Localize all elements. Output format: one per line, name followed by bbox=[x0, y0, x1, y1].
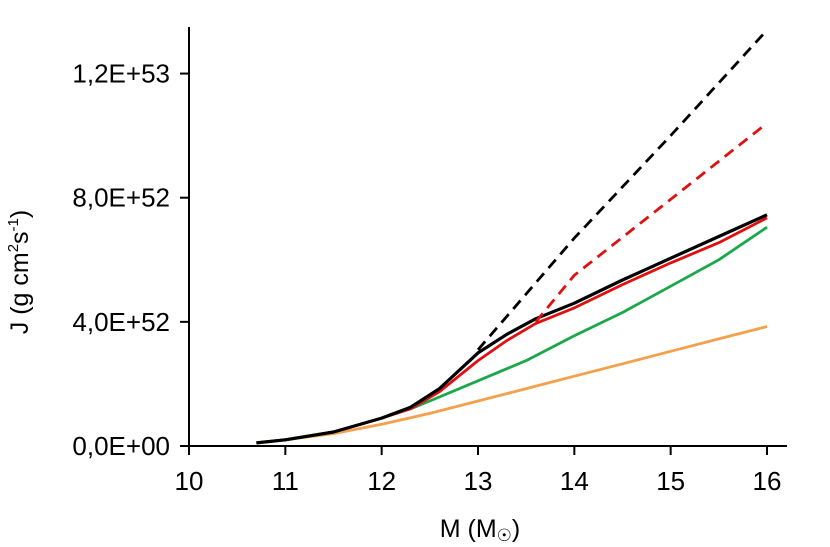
x-tick-label: 13 bbox=[464, 466, 493, 496]
y-axis-title-close: ) bbox=[6, 210, 34, 218]
x-tick-label: 10 bbox=[175, 466, 204, 496]
y-tick-label: 8,0E+52 bbox=[72, 183, 170, 213]
x-axis-title-symbol: ☉ bbox=[497, 526, 512, 545]
x-axis-title-main: M (M bbox=[440, 515, 497, 543]
y-axis-title-sup1: 2 bbox=[5, 244, 22, 252]
x-axis-title: M (M☉) bbox=[440, 515, 521, 545]
y-tick-label: 4,0E+52 bbox=[72, 307, 170, 337]
series-layer bbox=[256, 29, 769, 445]
axes bbox=[180, 27, 787, 455]
series-line-2 bbox=[256, 226, 768, 445]
x-tick-label: 15 bbox=[656, 466, 685, 496]
x-tick-label: 16 bbox=[753, 466, 782, 496]
y-axis-title-main: J (g cm bbox=[6, 252, 34, 334]
series-line-4 bbox=[256, 213, 768, 445]
y-tick-label: 1,2E+53 bbox=[72, 59, 170, 89]
series-line-5 bbox=[534, 122, 768, 323]
x-axis-title-close: ) bbox=[512, 515, 520, 543]
x-tick-label: 12 bbox=[367, 466, 396, 496]
y-tick-label: 0,0E+00 bbox=[72, 431, 170, 461]
y-axis-title: J (g cm2s-1) bbox=[5, 210, 34, 334]
series-line-6 bbox=[476, 29, 769, 351]
y-axis-title-sup2: -1 bbox=[5, 218, 22, 231]
y-axis-title-mid: s bbox=[6, 231, 34, 244]
x-tick-label: 14 bbox=[560, 466, 589, 496]
x-tick-label: 11 bbox=[272, 466, 299, 496]
series-line-1 bbox=[256, 325, 768, 445]
tick-labels: 10 11 12 13 14 15 16 0,0E+00 4,0E+52 8,0E+52 1,2E+… bbox=[72, 59, 781, 496]
